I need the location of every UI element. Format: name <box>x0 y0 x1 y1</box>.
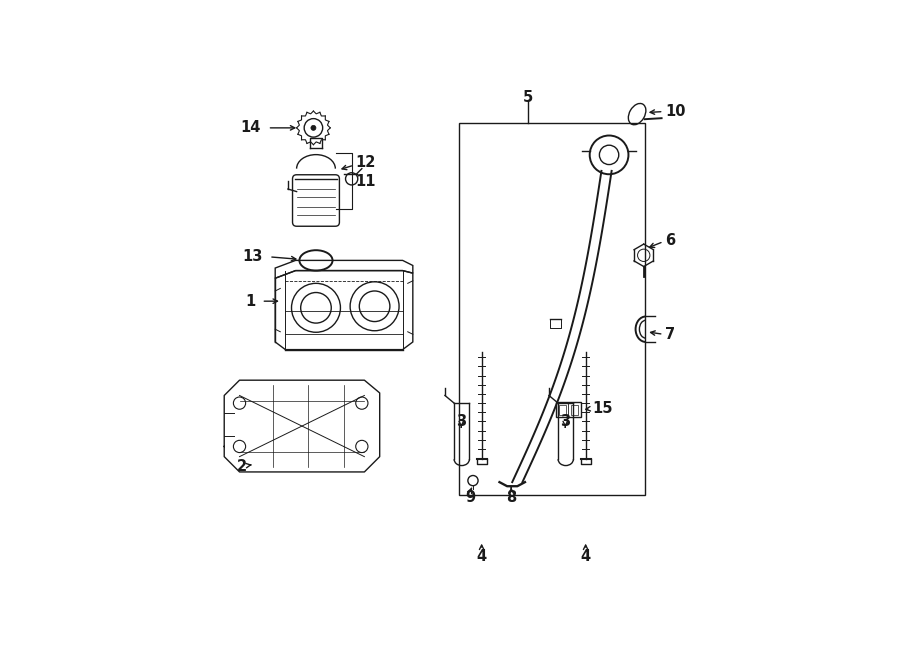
Text: 3: 3 <box>560 414 571 430</box>
Text: 4: 4 <box>580 549 590 563</box>
Circle shape <box>310 125 316 130</box>
Text: 4: 4 <box>477 549 487 563</box>
Text: 10: 10 <box>665 103 686 118</box>
Text: 7: 7 <box>665 327 675 342</box>
Text: 13: 13 <box>242 249 263 264</box>
Text: 5: 5 <box>522 90 533 105</box>
Bar <box>571 404 578 415</box>
Text: 11: 11 <box>356 174 375 189</box>
Bar <box>555 402 581 418</box>
Text: 6: 6 <box>665 232 675 248</box>
Text: 12: 12 <box>356 155 376 170</box>
Text: 1: 1 <box>245 294 256 308</box>
Text: 9: 9 <box>465 491 475 505</box>
Text: 8: 8 <box>506 491 517 505</box>
Text: 15: 15 <box>592 401 613 416</box>
Text: 14: 14 <box>240 120 261 135</box>
Text: 3: 3 <box>456 414 466 430</box>
Bar <box>559 404 566 415</box>
Text: 2: 2 <box>237 459 248 475</box>
Bar <box>459 122 644 495</box>
